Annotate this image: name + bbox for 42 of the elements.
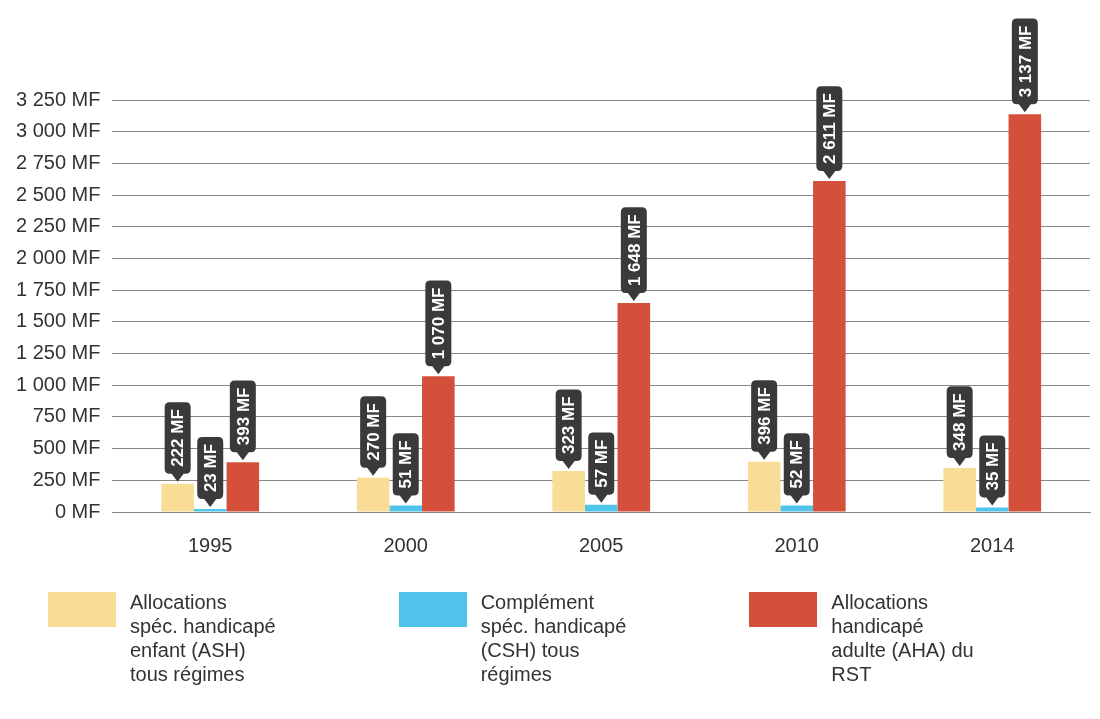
y-tick-label: 1 250 MF — [16, 341, 101, 364]
data-label: 3 137 MF — [1015, 25, 1035, 98]
legend-label: Allocations spéc. handicapé enfant (ASH) tous régimes — [130, 590, 277, 686]
y-tick-label: 1 000 MF — [16, 372, 101, 395]
bar — [975, 507, 1009, 512]
data-label: 35 MF — [982, 442, 1002, 491]
data-label: 57 MF — [591, 439, 611, 488]
bar — [780, 505, 814, 512]
data-label: 396 MF — [754, 387, 774, 445]
y-tick-label: 500 MF — [32, 436, 101, 459]
y-tick-label: 0 MF — [54, 499, 101, 522]
data-label: 270 MF — [363, 403, 383, 461]
data-label: 23 MF — [200, 443, 220, 493]
data-label: 1 070 MF — [429, 287, 449, 360]
data-label: 393 MF — [233, 387, 253, 446]
legend-label: Complément spéc. handicapé (CSH) tous régimes — [480, 590, 628, 686]
data-label: 52 MF — [787, 440, 807, 489]
y-tick-label: 2 000 MF — [16, 245, 101, 268]
x-tick-label: 2000 — [383, 533, 428, 556]
data-label: 1 648 MF — [624, 214, 644, 287]
x-tick-label: 1995 — [187, 533, 233, 556]
y-tick-label: 1 750 MF — [16, 277, 101, 300]
bar — [389, 505, 423, 512]
bar — [584, 504, 618, 512]
y-tick-label: 2 500 MF — [16, 182, 101, 205]
y-tick-label: 3 000 MF — [16, 119, 101, 142]
x-tick-label: 2010 — [774, 533, 819, 556]
bar — [193, 509, 227, 512]
data-label: 348 MF — [950, 393, 970, 451]
legend-label: Allocations handicapé adulte (AHA) du RST — [831, 590, 975, 686]
data-label: 51 MF — [396, 440, 416, 489]
data-label: 323 MF — [559, 396, 579, 455]
y-tick-label: 1 500 MF — [16, 309, 101, 332]
y-tick-label: 250 MF — [32, 467, 101, 490]
y-tick-label: 750 MF — [32, 404, 101, 427]
x-tick-label: 2014 — [970, 533, 1015, 556]
y-tick-label: 3 250 MF — [16, 87, 101, 110]
y-tick-label: 2 750 MF — [16, 150, 101, 173]
x-tick-label: 2005 — [578, 533, 624, 556]
y-tick-label: 2 250 MF — [16, 214, 101, 237]
data-label: 2 611 MF — [820, 93, 840, 165]
data-label: 222 MF — [168, 409, 188, 467]
